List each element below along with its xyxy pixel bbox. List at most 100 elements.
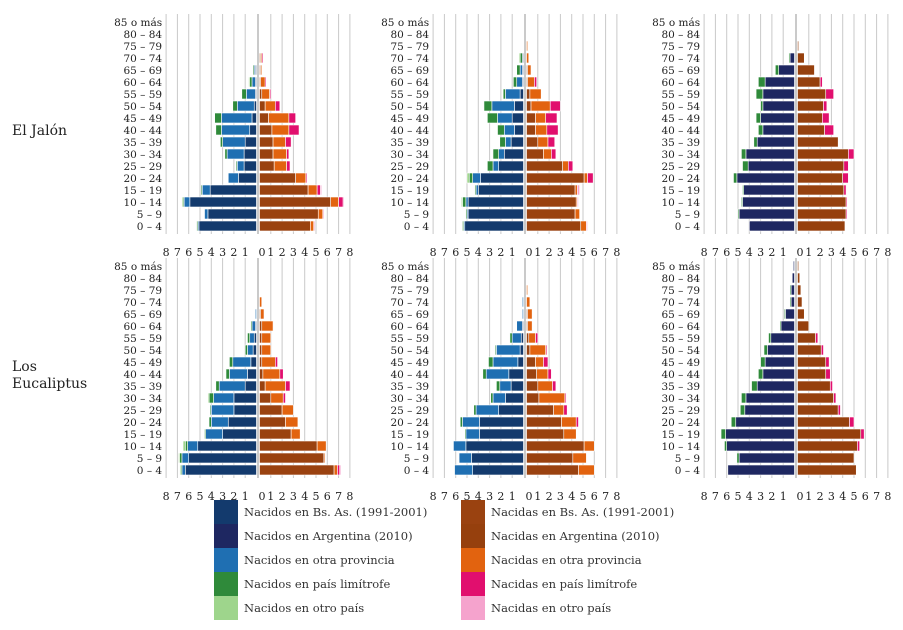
bar-nacidas-en-bs-as — [526, 220, 582, 232]
bar-nacidas-en-otro-pais — [322, 208, 325, 220]
age-label: 80 – 84 — [123, 273, 162, 285]
bar-nacidas-en-argentina — [797, 272, 801, 284]
x-tick-label: 2 — [768, 490, 775, 500]
bar-nacidos-en-bs-as — [233, 392, 257, 404]
x-tick-label: 0 — [797, 246, 804, 259]
bar-nacidas-en-otra-provincia — [527, 320, 533, 332]
bar-nacidos-en-bs-as — [511, 112, 524, 124]
bar-nacidas-en-argentina — [797, 76, 821, 88]
bar-nacidos-en-pais-limitrofe — [768, 332, 772, 344]
bar-nacidas-en-argentina — [797, 136, 839, 148]
bar-nacidos-en-bs-as — [503, 148, 524, 160]
bar-nacidos-en-argentina — [747, 160, 795, 172]
bar-nacidos-en-pais-limitrofe — [513, 76, 518, 88]
bar-nacidas-en-pais-limitrofe — [547, 136, 556, 148]
bar-nacidas-en-argentina — [797, 220, 846, 232]
x-tick-label: 6 — [862, 490, 869, 500]
x-tick-label: 4 — [301, 246, 308, 259]
bar-nacidos-en-bs-as — [464, 220, 524, 232]
x-tick-label: 2 — [817, 490, 824, 500]
age-label: 15 – 19 — [390, 185, 429, 197]
bar-nacidos-en-pais-limitrofe — [753, 136, 758, 148]
x-tick-label: 2 — [497, 246, 504, 259]
bar-nacidas-en-otra-provincia — [330, 196, 339, 208]
bar-nacidos-en-pais-limitrofe — [742, 160, 749, 172]
age-label: 80 – 84 — [123, 29, 162, 41]
bar-nacidos-en-pais-limitrofe — [497, 124, 505, 136]
legend-swatch-nacidos-en-argentina-2010 — [214, 524, 238, 548]
x-tick-label: 8 — [163, 490, 170, 500]
bar-nacidas-en-argentina — [797, 64, 815, 76]
bar-nacidos-en-pais-limitrofe — [247, 332, 251, 344]
bar-nacidas-en-pais-limitrofe — [337, 464, 341, 476]
age-label: 0 – 4 — [137, 221, 163, 233]
bar-nacidas-en-pais-limitrofe — [288, 124, 300, 136]
bar-nacidas-en-otra-provincia — [528, 332, 536, 344]
bar-nacidas-en-otra-provincia — [261, 320, 274, 332]
bar-nacidos-en-pais-limitrofe — [499, 136, 506, 148]
bar-nacidos-en-pais-limitrofe — [739, 404, 746, 416]
x-tick-label: 2 — [768, 246, 775, 259]
bar-nacidos-en-argentina — [748, 220, 795, 232]
bar-nacidos-en-pais-limitrofe — [232, 100, 238, 112]
bar-nacidos-en-pais-limitrofe — [473, 404, 477, 416]
age-label: 75 – 79 — [390, 41, 429, 53]
bar-nacidos-en-otra-provincia — [226, 148, 245, 160]
age-label: 25 – 29 — [661, 161, 700, 173]
bar-nacidas-en-argentina — [797, 332, 816, 344]
age-label: 35 – 39 — [390, 381, 429, 393]
bar-nacidas-en-otro-pais — [577, 184, 580, 196]
age-label: 30 – 34 — [123, 149, 162, 161]
bar-nacidos-en-pais-limitrofe — [225, 368, 230, 380]
bar-nacidas-en-otra-provincia — [268, 112, 290, 124]
bar-nacidos-en-otra-provincia — [503, 124, 515, 136]
age-label: 0 – 4 — [137, 465, 163, 477]
age-label: 55 – 59 — [390, 333, 429, 345]
bar-nacidas-en-otra-provincia — [262, 368, 281, 380]
bar-nacidos-en-bs-as — [465, 440, 524, 452]
bar-nacidas-en-bs-as — [526, 112, 536, 124]
bar-nacidos-en-pais-limitrofe — [724, 440, 728, 452]
bar-nacidos-en-otra-provincia — [205, 428, 223, 440]
age-label: 0 – 4 — [404, 221, 430, 233]
bar-nacidas-en-pais-limitrofe — [288, 112, 296, 124]
legend-swatch-nacidas-en-otra-provincia — [461, 548, 485, 572]
bar-nacidas-en-bs-as — [259, 368, 264, 380]
bar-nacidas-en-otra-provincia — [536, 368, 549, 380]
bar-nacidas-en-pais-limitrofe — [338, 196, 344, 208]
age-label: 20 – 24 — [390, 173, 429, 185]
age-label: 20 – 24 — [123, 417, 162, 429]
age-label: 85 o más — [652, 261, 700, 273]
bar-nacidas-en-pais-limitrofe — [269, 88, 272, 100]
age-label: 30 – 34 — [390, 149, 429, 161]
age-label: 35 – 39 — [661, 137, 700, 149]
bar-nacidas-en-otra-provincia — [537, 380, 553, 392]
bar-nacidos-en-pais-limitrofe — [200, 184, 203, 196]
bar-nacidas-en-otra-provincia — [316, 440, 327, 452]
age-label: 65 – 69 — [390, 65, 429, 77]
bar-nacidas-en-otra-provincia — [307, 184, 318, 196]
bar-nacidos-en-otra-provincia — [492, 356, 519, 368]
bar-nacidas-en-pais-limitrofe — [824, 124, 834, 136]
bar-nacidas-en-pais-limitrofe — [564, 392, 567, 404]
bar-nacidas-en-bs-as — [526, 88, 531, 100]
x-tick-label: 7 — [174, 490, 181, 500]
bar-nacidas-en-argentina — [797, 464, 857, 476]
age-label: 40 – 44 — [123, 369, 162, 381]
bar-nacidos-en-otra-provincia — [496, 344, 521, 356]
bar-nacidas-en-argentina — [797, 452, 855, 464]
age-label: 65 – 69 — [123, 309, 162, 321]
bar-nacidas-en-otra-provincia — [553, 404, 565, 416]
bar-nacidos-en-pais-limitrofe — [196, 220, 199, 232]
x-tick-label: 8 — [613, 490, 620, 500]
bar-nacidas-en-otra-provincia — [264, 380, 286, 392]
bar-nacidos-en-bs-as — [188, 452, 257, 464]
bar-nacidos-en-argentina — [744, 404, 795, 416]
bar-nacidos-en-bs-as — [238, 172, 257, 184]
bar-nacidas-en-otra-provincia — [527, 76, 535, 88]
bar-nacidos-en-otra-provincia — [183, 196, 191, 208]
bar-nacidos-en-pais-limitrofe — [462, 196, 467, 208]
bar-nacidos-en-bs-as — [253, 100, 257, 112]
bar-nacidos-en-pais-limitrofe — [789, 284, 792, 296]
x-tick-label: 3 — [757, 490, 764, 500]
